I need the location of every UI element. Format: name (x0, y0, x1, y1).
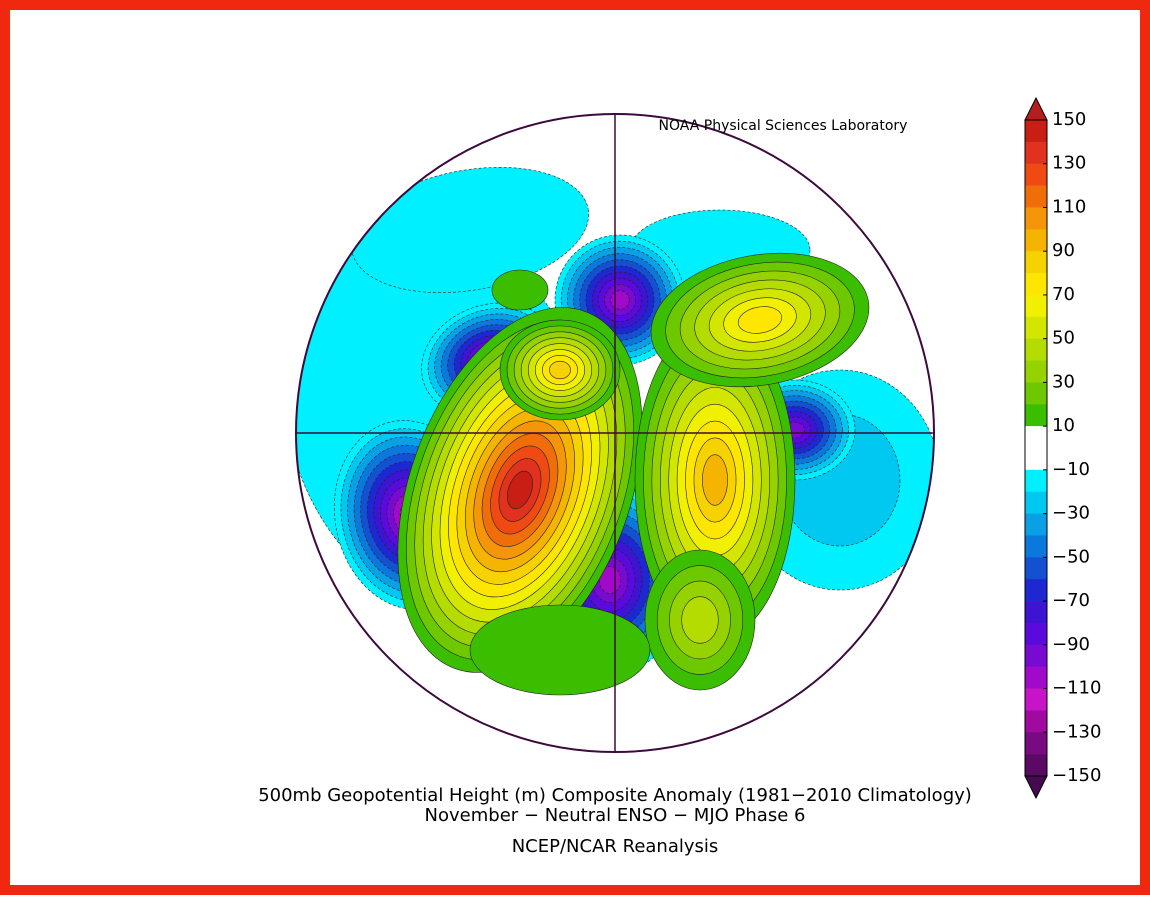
colorbar-bin (1025, 273, 1047, 296)
colorbar-bin (1025, 688, 1047, 711)
colorbar-tick-label: 150 (1052, 109, 1086, 130)
colorbar-bin (1025, 557, 1047, 580)
caption-line: 500mb Geopotential Height (m) Composite … (258, 785, 972, 806)
colorbar-bin (1025, 754, 1047, 777)
colorbar-bin (1025, 732, 1047, 755)
map-title: NOAA Physical Sciences Laboratory (659, 118, 908, 134)
colorbar-tick-label: −70 (1052, 590, 1090, 611)
anomaly-contour (469, 604, 651, 696)
anomaly-contour (549, 360, 571, 380)
colorbar-bin (1025, 185, 1047, 208)
colorbar-bin (1025, 294, 1047, 318)
anomaly-contour (737, 306, 783, 334)
anomaly-contour (681, 596, 719, 644)
colorbar-tick-label: −110 (1052, 678, 1101, 699)
colorbar-bin (1025, 666, 1047, 689)
colorbar-bin (1025, 360, 1047, 383)
colorbar-bin (1025, 316, 1047, 339)
colorbar-outline (1024, 119, 1048, 777)
colorbar-bin (1025, 382, 1047, 405)
colorbar-tick-label: 50 (1052, 328, 1075, 349)
map (296, 167, 934, 696)
colorbar-tick-label: −90 (1052, 634, 1090, 655)
colorbar-bin (1025, 448, 1047, 471)
anomaly-contour (507, 470, 533, 510)
colorbar-bin (1025, 163, 1047, 186)
colorbar-tick-label: 70 (1052, 284, 1075, 305)
colorbar-bin (1025, 207, 1047, 230)
colorbar-bin (1025, 141, 1047, 165)
colorbar-bin (1025, 426, 1047, 449)
caption-line: NCEP/NCAR Reanalysis (512, 836, 719, 857)
colorbar-bin (1025, 710, 1047, 733)
colorbar-bin (1025, 338, 1047, 361)
colorbar-bin (1025, 404, 1047, 427)
colorbar-tick-label: 110 (1052, 196, 1086, 217)
anomaly-contour (610, 290, 630, 310)
colorbar-tick-label: −10 (1052, 459, 1090, 480)
colorbar-bin (1025, 513, 1047, 536)
anomaly-contour (702, 454, 728, 506)
caption-line: November − Neutral ENSO − MJO Phase 6 (425, 805, 806, 826)
colorbar-bin (1025, 469, 1047, 493)
colorbar-bin (1025, 535, 1047, 558)
colorbar-bin (1025, 491, 1047, 514)
colorbar-bin (1025, 644, 1047, 667)
colorbar-tick-label: 10 (1052, 415, 1075, 436)
colorbar-bin (1025, 622, 1047, 646)
colorbar-bin (1025, 251, 1047, 274)
colorbar-tick-label: −30 (1052, 503, 1090, 524)
colorbar-tick-label: −150 (1052, 765, 1101, 786)
colorbar-bin (1025, 229, 1047, 252)
colorbar: 150 130 110 90 70 50 30 10 −10 −30 −50 −70 −90 −110 −1… (1024, 96, 1101, 800)
colorbar-bin (1025, 120, 1047, 143)
colorbar-bin (1025, 579, 1047, 602)
colorbar-tick-label: 130 (1052, 153, 1086, 174)
colorbar-bin (1025, 601, 1047, 624)
colorbar-tick-label: −50 (1052, 546, 1090, 567)
colorbar-tick-label: 30 (1052, 371, 1075, 392)
colorbar-tick-label: 90 (1052, 240, 1075, 261)
colorbar-tick-label: −130 (1052, 721, 1101, 742)
anomaly-contour (491, 269, 549, 311)
